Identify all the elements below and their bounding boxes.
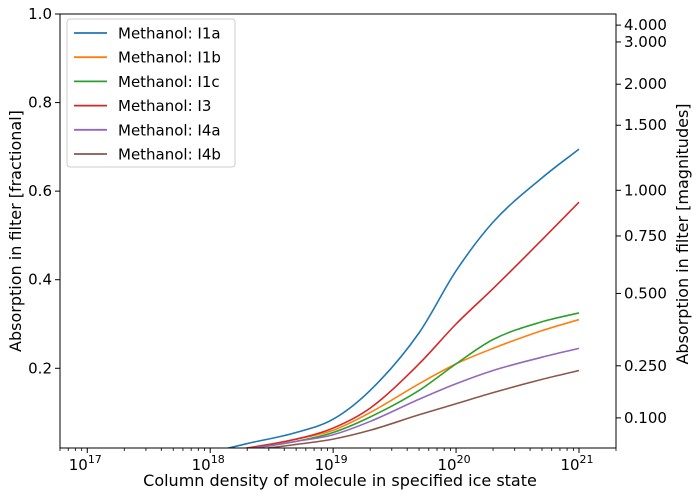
y2-axis-label: Absorption in filter [magnitudes]	[673, 103, 692, 364]
legend-box	[66, 18, 236, 168]
plot-frame	[59, 13, 617, 449]
ticks: 1017 1018 1019 1020 1021 0.2 0.4 0.6 0.8 1.0 0.100…	[28, 5, 667, 474]
x-axis-label: Column density of molecule in specified …	[143, 471, 537, 490]
legend-label-1: Methanol: I1a	[118, 25, 221, 43]
x-tick-label-0: 1017	[69, 453, 102, 474]
y2-tick-label-6: 2.000	[624, 75, 667, 93]
y2-tick-label-3: 0.750	[624, 227, 667, 245]
plot-area	[225, 148, 580, 448]
y2-tick-label-2: 0.500	[624, 284, 667, 302]
y-tick-label-3: 0.8	[28, 94, 52, 112]
legend: Methanol: I1a Methanol: I1b Methanol: I1c M…	[66, 18, 236, 168]
series-line-1	[225, 148, 580, 448]
y-tick-label-4: 1.0	[28, 5, 52, 23]
legend-label-4: Methanol: I3	[118, 97, 211, 115]
legend-label-5: Methanol: I4a	[118, 121, 221, 139]
legend-label-3: Methanol: I1c	[118, 73, 220, 91]
x-tick-label-1: 1018	[192, 453, 225, 474]
y-tick-label-1: 0.4	[28, 271, 52, 289]
x-tick-label-2: 1019	[315, 453, 348, 474]
y2-tick-label-8: 4.000	[624, 16, 667, 34]
x-tick-label-3: 1020	[438, 453, 471, 474]
y2-tick-label-7: 3.000	[624, 33, 667, 51]
y-axis-label: Absorption in filter [fractional]	[6, 110, 25, 352]
series-line-2	[241, 318, 580, 448]
axes	[59, 13, 617, 449]
series-line-5	[247, 347, 580, 448]
y2-tick-label-1: 0.250	[624, 357, 667, 375]
axis-labels: Column density of molecule in specified …	[6, 103, 692, 490]
y2-tick-label-0: 0.100	[624, 409, 667, 427]
legend-label-2: Methanol: I1b	[118, 49, 221, 67]
x-tick-label-4: 1021	[560, 453, 593, 474]
legend-label-6: Methanol: I4b	[118, 146, 221, 164]
series-line-3	[247, 312, 580, 448]
y-tick-label-0: 0.2	[28, 359, 52, 377]
y2-tick-label-4: 1.000	[624, 181, 667, 199]
series-line-4	[241, 201, 580, 448]
y-tick-label-2: 0.6	[28, 182, 52, 200]
y2-tick-label-5: 1.500	[624, 116, 667, 134]
